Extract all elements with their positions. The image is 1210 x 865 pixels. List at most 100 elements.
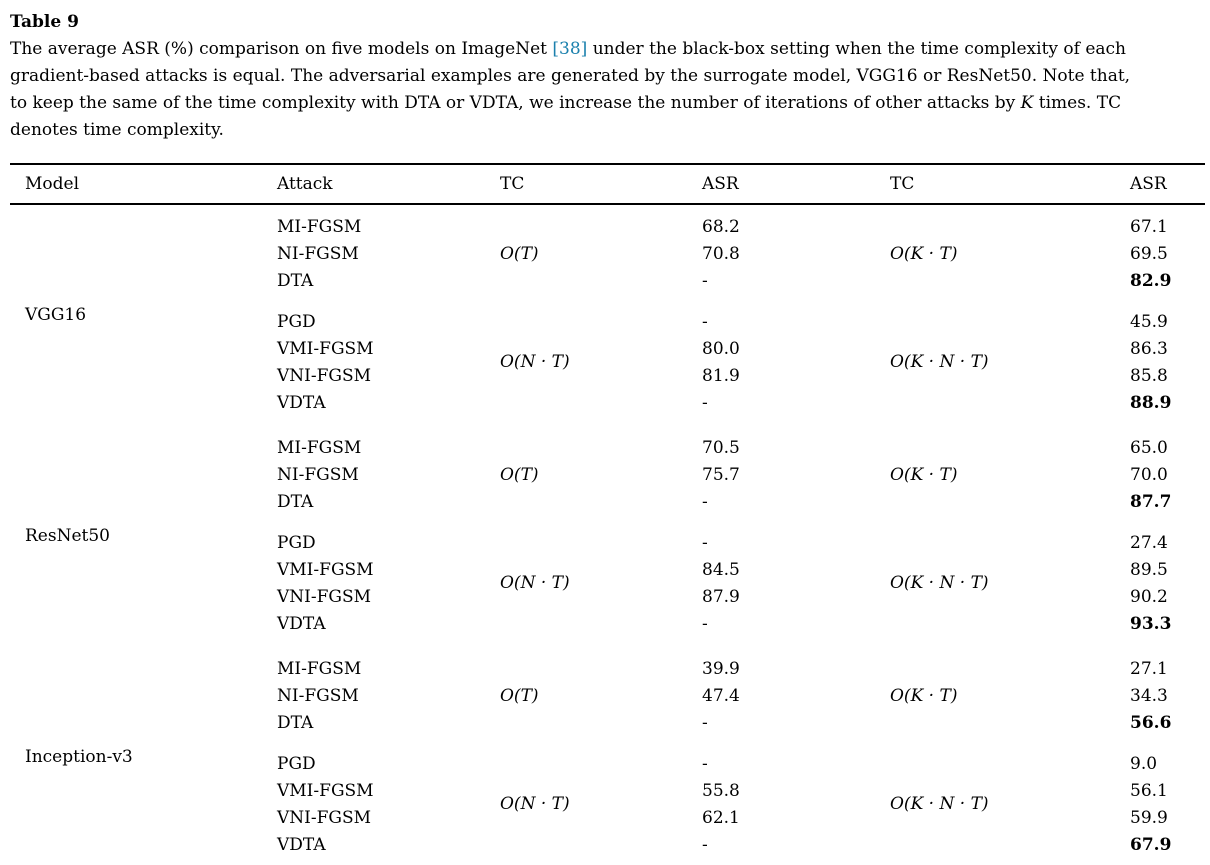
tc-value: O(K · N · T) (890, 794, 989, 814)
asr-value: 65.0 (1130, 437, 1168, 458)
tc-value: O(K · T) (890, 464, 958, 485)
model-cell: Inception-v3 (25, 655, 277, 858)
attack-name: NI-FGSM (277, 243, 359, 264)
asr-value: 84.5 (702, 559, 740, 580)
asr-value: 27.1 (1130, 658, 1168, 679)
tc-value: O(N · T) (500, 352, 570, 372)
header-attack: Attack (277, 174, 333, 194)
tc-value: O(T) (500, 685, 539, 706)
asr-value-best: 56.6 (1130, 712, 1172, 733)
attack-name: NI-FGSM (277, 464, 359, 485)
caption-line1-post: under the black-box setting when the tim… (587, 39, 1127, 59)
attack-block: MI-FGSM 39.9 27.1 NI-FGSM 47.4 34.3 DTA … (277, 655, 1205, 736)
group-blocks: MI-FGSM 70.5 65.0 NI-FGSM 75.7 70.0 DTA … (277, 434, 1205, 637)
asr-value: - (702, 270, 708, 291)
model-group-resnet50: ResNet50 MI-FGSM 70.5 65.0 NI-FGSM 75.7 … (25, 434, 1205, 637)
asr-value: 69.5 (1130, 243, 1168, 264)
caption-line1-pre: The average ASR (%) comparison on five m… (10, 39, 553, 59)
asr-value: - (702, 532, 708, 553)
asr-value: 80.0 (702, 338, 740, 359)
asr-value: 45.9 (1130, 311, 1168, 332)
attack-block: PGD - 9.0 VMI-FGSM 55.8 56.1 VNI-FGSM 62… (277, 750, 1205, 858)
attack-name: VDTA (277, 613, 326, 634)
tc-value: O(K · T) (890, 243, 958, 264)
asr-value: 89.5 (1130, 559, 1168, 580)
table-header-rule (10, 203, 1205, 205)
asr-value: 55.8 (702, 780, 740, 801)
table-top-rule (10, 163, 1205, 165)
asr-value: 39.9 (702, 658, 740, 679)
asr-value: 47.4 (702, 685, 740, 706)
caption-line2: gradient-based attacks is equal. The adv… (10, 66, 1131, 86)
table-caption: Table 9 The average ASR (%) comparison o… (0, 0, 1210, 144)
caption-line3-post: times. TC (1033, 93, 1122, 113)
asr-value: - (702, 613, 708, 634)
asr-value: - (702, 491, 708, 512)
attack-name: VDTA (277, 392, 326, 413)
caption-line3-pre: to keep the same of the time complexity … (10, 93, 1021, 113)
tc-value: O(N · T) (500, 794, 570, 814)
asr-value: 62.1 (702, 807, 740, 828)
attack-name: MI-FGSM (277, 216, 362, 237)
asr-value: - (702, 834, 708, 855)
tc-value: O(K · N · T) (890, 352, 989, 372)
model-cell: ResNet50 (25, 434, 277, 637)
results-table: Model Attack TC ASR TC ASR VGG16 MI-FGSM… (10, 163, 1205, 865)
attack-name: PGD (277, 753, 316, 774)
asr-value: 81.9 (702, 365, 740, 386)
table-body: VGG16 MI-FGSM 68.2 67.1 NI-FGSM 70.8 69.… (10, 205, 1205, 865)
tc-value: O(K · N · T) (890, 573, 989, 593)
attack-name: DTA (277, 491, 314, 512)
asr-value-best: 82.9 (1130, 270, 1172, 291)
header-asr-2: ASR (1130, 174, 1167, 194)
attack-name: VMI-FGSM (277, 338, 374, 359)
attack-name: VDTA (277, 834, 326, 855)
attack-name: DTA (277, 712, 314, 733)
attack-block: MI-FGSM 68.2 67.1 NI-FGSM 70.8 69.5 DTA … (277, 213, 1205, 294)
attack-name: PGD (277, 311, 316, 332)
citation-link[interactable]: [38] (552, 39, 588, 59)
attack-name: NI-FGSM (277, 685, 359, 706)
asr-value: 56.1 (1130, 780, 1168, 801)
asr-value-best: 67.9 (1130, 834, 1172, 855)
tc-value: O(N · T) (500, 573, 570, 593)
asr-value-best: 87.7 (1130, 491, 1172, 512)
asr-value: 67.1 (1130, 216, 1168, 237)
asr-value-best: 88.9 (1130, 392, 1172, 413)
asr-value: 59.9 (1130, 807, 1168, 828)
asr-value: 34.3 (1130, 685, 1168, 706)
model-cell: VGG16 (25, 213, 277, 416)
asr-value: 86.3 (1130, 338, 1168, 359)
attack-name: VMI-FGSM (277, 559, 374, 580)
math-var-k: K (1020, 93, 1034, 113)
attack-block: MI-FGSM 70.5 65.0 NI-FGSM 75.7 70.0 DTA … (277, 434, 1205, 515)
attack-block: PGD - 45.9 VMI-FGSM 80.0 86.3 VNI-FGSM 8… (277, 308, 1205, 416)
tc-value: O(K · T) (890, 685, 958, 706)
header-tc-2: TC (890, 174, 915, 194)
model-name: ResNet50 (25, 525, 110, 546)
asr-value: 27.4 (1130, 532, 1168, 553)
attack-name: PGD (277, 532, 316, 553)
caption-line4: denotes time complexity. (10, 120, 224, 140)
asr-value: - (702, 712, 708, 733)
table-title: Table 9 (10, 12, 79, 32)
asr-value: 75.7 (702, 464, 740, 485)
model-name: Inception-v3 (25, 746, 133, 767)
group-blocks: MI-FGSM 68.2 67.1 NI-FGSM 70.8 69.5 DTA … (277, 213, 1205, 416)
asr-value: 68.2 (702, 216, 740, 237)
asr-value: 9.0 (1130, 753, 1158, 774)
model-name: VGG16 (25, 304, 87, 325)
header-tc-1: TC (500, 174, 525, 194)
attack-block: PGD - 27.4 VMI-FGSM 84.5 89.5 VNI-FGSM 8… (277, 529, 1205, 637)
tc-value: O(T) (500, 243, 539, 264)
asr-value: - (702, 392, 708, 413)
asr-value: 70.5 (702, 437, 740, 458)
asr-value: - (702, 311, 708, 332)
attack-name: DTA (277, 270, 314, 291)
tc-value: O(T) (500, 464, 539, 485)
asr-value: 70.8 (702, 243, 740, 264)
caption-text: The average ASR (%) comparison on five m… (10, 36, 1200, 144)
asr-value-best: 93.3 (1130, 613, 1172, 634)
model-group-vgg16: VGG16 MI-FGSM 68.2 67.1 NI-FGSM 70.8 69.… (25, 213, 1205, 416)
